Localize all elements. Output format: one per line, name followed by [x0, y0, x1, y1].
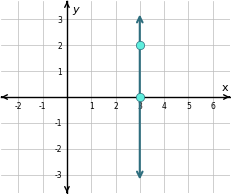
Text: x: x [222, 83, 228, 93]
Text: y: y [72, 5, 78, 15]
